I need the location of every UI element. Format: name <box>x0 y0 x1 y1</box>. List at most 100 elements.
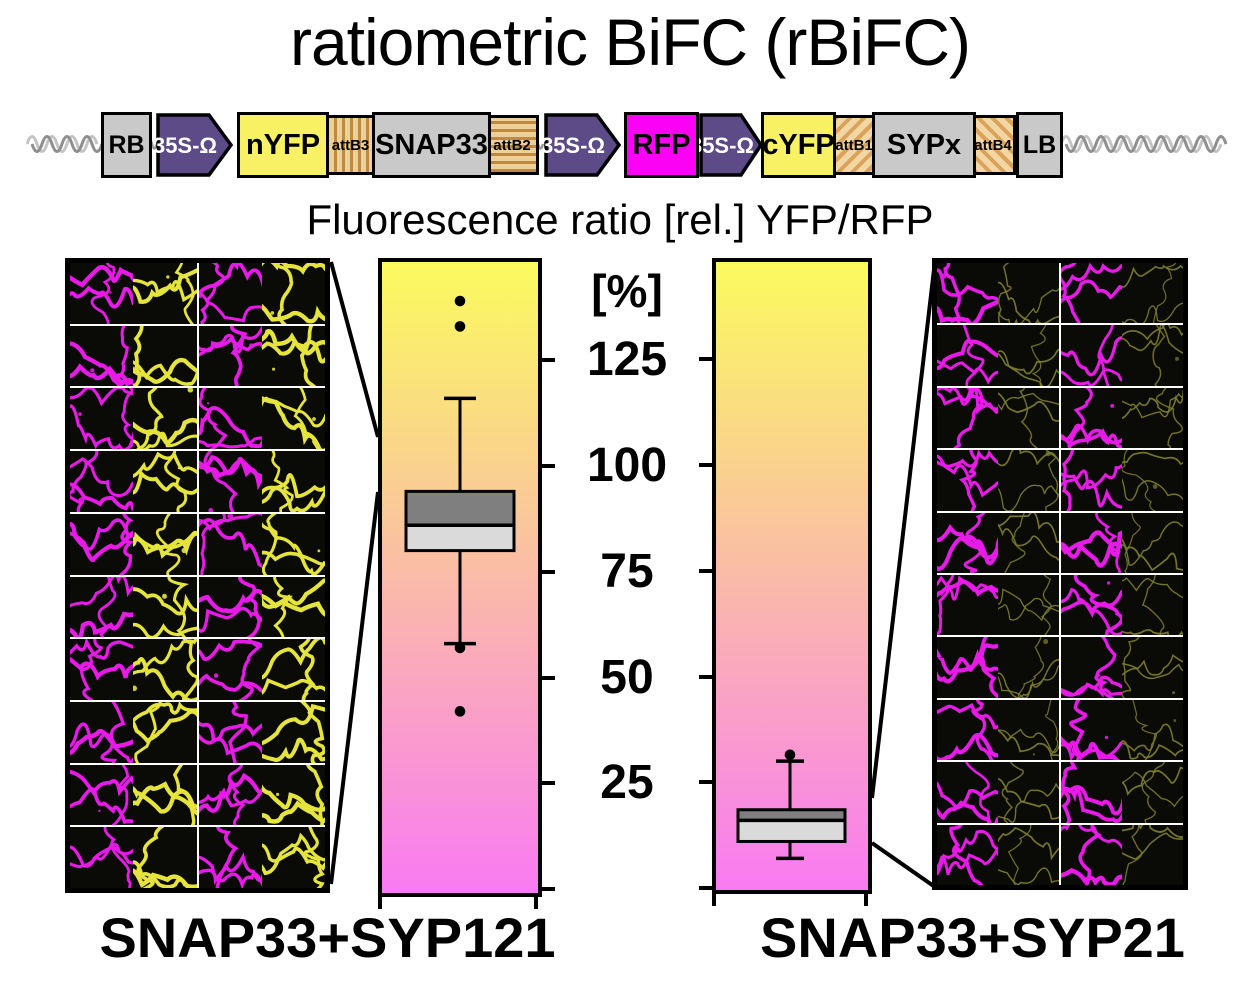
micrograph-tile <box>937 263 1059 324</box>
yfp-channel-image <box>133 451 197 512</box>
micrograph-tile <box>198 639 325 700</box>
promoter-arrow-2: 35S-Ω <box>544 113 622 177</box>
construct-snap33-label: SNAP33 <box>375 128 488 161</box>
rfp-channel-image <box>937 824 998 885</box>
rfp-channel-image <box>198 325 262 387</box>
yfp-channel-image <box>1122 637 1183 698</box>
micrograph-panel-syp121 <box>65 258 330 893</box>
axis-title: Fluorescence ratio [rel.] YFP/RFP <box>306 196 934 243</box>
rfp-channel-image <box>1061 387 1122 449</box>
yfp-channel-image <box>998 450 1059 511</box>
micrograph-tile <box>1061 263 1183 324</box>
micrograph-tile <box>198 451 325 512</box>
construct-nyfp-label: nYFP <box>245 128 321 161</box>
y-tick-label: 75 <box>600 544 654 598</box>
micrograph-tile <box>1061 450 1183 511</box>
promoter-arrow-3-label: 35S-Ω <box>699 133 754 158</box>
micrograph-tile <box>937 762 1059 823</box>
y-axis-tick <box>699 463 712 467</box>
y-tick-label: 125 <box>586 333 668 387</box>
yfp-channel-image <box>133 263 197 324</box>
rfp-channel-image <box>198 639 262 700</box>
micrograph-tile <box>198 576 325 638</box>
rfp-channel-image <box>198 827 262 888</box>
rfp-channel-image <box>198 388 262 450</box>
construct-lb-label: LB <box>1022 130 1057 159</box>
rfp-channel-image <box>70 701 134 763</box>
yfp-channel-image <box>261 263 325 324</box>
yfp-channel-image <box>1122 325 1183 386</box>
boxplot-syp121-drawing <box>404 295 516 717</box>
yfp-channel-image <box>261 388 325 450</box>
promoter-arrow-1-label: 35S-Ω <box>156 133 217 158</box>
y-tick-label: 25 <box>600 756 654 810</box>
y-axis-tick <box>542 675 555 680</box>
micrograph-tile <box>937 325 1059 386</box>
micrograph-tile <box>198 701 325 763</box>
construct-cyfp: cYFP <box>761 112 836 178</box>
rfp-channel-image <box>1061 637 1122 698</box>
rfp-channel-image <box>937 512 998 573</box>
boxplot-syp121 <box>378 258 542 897</box>
micrograph-tile <box>70 827 197 888</box>
group-label-syp21: SNAP33+SYP21 <box>760 906 1185 969</box>
dna-helix-left-icon <box>26 135 104 153</box>
construct-attb2-label: attB2 <box>493 136 531 154</box>
yfp-channel-image <box>1122 762 1183 823</box>
rfp-channel-image <box>198 451 262 512</box>
yfp-channel-image <box>998 575 1059 636</box>
axis-stub <box>378 895 382 909</box>
rfp-channel-image <box>70 263 134 324</box>
rfp-channel-image <box>198 513 262 575</box>
rfp-channel-image <box>70 451 134 512</box>
micrograph-tile <box>198 513 325 575</box>
rfp-channel-image <box>937 699 998 761</box>
micrograph-tile <box>937 575 1059 636</box>
yfp-channel-image <box>133 513 197 575</box>
micrograph-tile <box>70 263 197 324</box>
yfp-channel-image <box>1122 824 1183 885</box>
yfp-channel-image <box>261 827 325 888</box>
promoter-arrow-2-label: 35S-Ω <box>544 133 605 158</box>
rfp-channel-image <box>937 387 998 449</box>
micrograph-tile <box>70 325 197 387</box>
construct-rb-label: RB <box>108 130 145 159</box>
yfp-channel-image <box>261 764 325 826</box>
micrograph-tile <box>937 450 1059 511</box>
yfp-channel-image <box>998 512 1059 573</box>
micrograph-tile <box>1061 824 1183 885</box>
yfp-channel-image <box>261 451 325 512</box>
rfp-channel-image <box>1061 699 1122 761</box>
figure-title: ratiometric BiFC (rBiFC) <box>290 5 971 79</box>
y-axis-tick <box>699 674 712 679</box>
construct-attb1-label: attB1 <box>835 136 873 154</box>
rfp-channel-image <box>70 576 134 638</box>
rfp-channel-image <box>1061 575 1122 636</box>
yfp-channel-image <box>998 263 1059 324</box>
yfp-channel-image <box>133 764 197 826</box>
yfp-channel-image <box>1122 512 1183 573</box>
yfp-channel-image <box>133 388 197 450</box>
micrograph-tile <box>1061 575 1183 636</box>
construct-rfp: RFP <box>624 112 699 178</box>
micrograph-tile <box>1061 512 1183 573</box>
rfp-channel-image <box>70 827 134 888</box>
construct-sypx: SYPx <box>872 112 976 178</box>
construct-attb4: attB4 <box>970 115 1016 175</box>
yfp-channel-image <box>998 637 1059 698</box>
construct-lb: LB <box>1016 112 1063 178</box>
micrograph-tile <box>1061 637 1183 698</box>
yfp-channel-image <box>133 701 197 763</box>
y-axis-tick <box>699 886 712 890</box>
rfp-channel-image <box>1061 512 1122 573</box>
yfp-channel-image <box>133 576 197 638</box>
rfp-channel-image <box>937 263 998 324</box>
micrograph-tile <box>198 388 325 450</box>
rfp-channel-image <box>937 450 998 511</box>
axis-stub <box>864 892 868 906</box>
y-axis-tick <box>699 780 712 785</box>
construct-rfp-label: RFP <box>632 128 691 161</box>
construct-attb4-label: attB4 <box>974 136 1012 154</box>
yfp-channel-image <box>998 762 1059 823</box>
